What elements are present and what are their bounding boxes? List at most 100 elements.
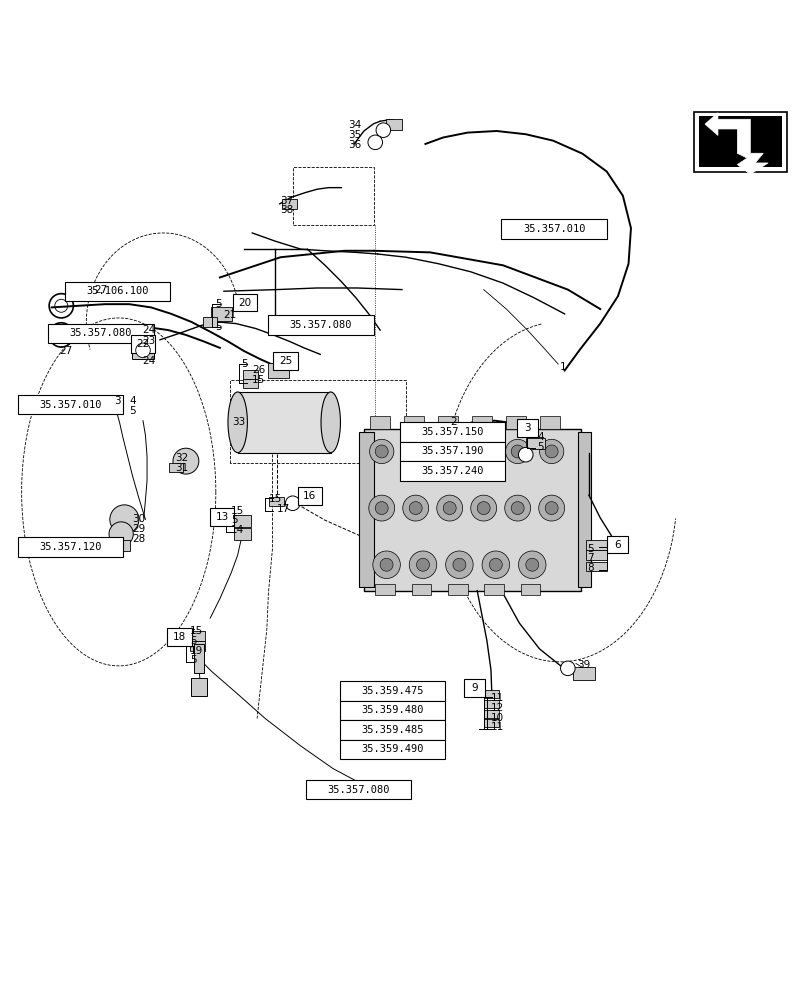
Text: 2: 2 xyxy=(450,417,457,427)
Bar xyxy=(191,678,207,696)
Text: 35.359.475: 35.359.475 xyxy=(361,686,423,696)
Text: 15: 15 xyxy=(252,375,265,385)
Bar xyxy=(190,631,204,641)
Text: 26: 26 xyxy=(252,365,265,375)
Circle shape xyxy=(380,558,393,571)
Bar xyxy=(135,333,152,343)
Bar xyxy=(517,419,537,437)
Bar xyxy=(233,294,257,311)
Text: 17: 17 xyxy=(277,504,290,514)
Text: 34: 34 xyxy=(347,120,361,130)
Text: 24: 24 xyxy=(142,325,155,335)
Text: 35.359.480: 35.359.480 xyxy=(361,705,423,715)
Bar xyxy=(586,562,607,571)
Bar xyxy=(297,487,321,505)
Text: 31: 31 xyxy=(175,463,188,473)
Circle shape xyxy=(409,502,422,515)
Text: 35.357.120: 35.357.120 xyxy=(39,542,101,552)
Text: 5: 5 xyxy=(231,515,238,525)
Circle shape xyxy=(539,439,563,464)
Bar xyxy=(169,463,183,472)
Text: 35.357.010: 35.357.010 xyxy=(39,400,101,410)
Circle shape xyxy=(285,496,299,511)
Circle shape xyxy=(372,551,400,578)
Bar xyxy=(399,422,504,442)
Text: 13: 13 xyxy=(216,512,229,522)
Circle shape xyxy=(504,495,530,521)
Bar xyxy=(577,432,590,587)
Circle shape xyxy=(436,495,462,521)
Circle shape xyxy=(453,558,466,571)
Circle shape xyxy=(109,505,139,534)
Bar xyxy=(525,438,544,449)
Bar xyxy=(132,341,153,359)
Bar xyxy=(18,395,122,414)
Text: 35.357.240: 35.357.240 xyxy=(420,466,483,476)
Text: 11: 11 xyxy=(491,722,504,732)
Text: 16: 16 xyxy=(303,491,316,501)
Text: 27: 27 xyxy=(59,346,73,356)
Bar xyxy=(112,540,130,551)
Bar xyxy=(49,324,153,343)
Ellipse shape xyxy=(320,392,340,453)
Bar xyxy=(399,461,504,481)
Circle shape xyxy=(402,495,428,521)
Bar xyxy=(339,740,444,759)
Text: 32: 32 xyxy=(175,453,188,463)
Circle shape xyxy=(511,502,524,515)
Bar xyxy=(606,536,627,553)
Text: 35: 35 xyxy=(347,130,361,140)
Bar xyxy=(243,379,258,388)
Text: 3: 3 xyxy=(523,423,530,433)
Bar xyxy=(64,282,169,301)
Circle shape xyxy=(482,551,509,578)
Text: 29: 29 xyxy=(132,524,145,534)
Circle shape xyxy=(109,522,133,546)
Text: 22: 22 xyxy=(136,339,149,349)
Bar xyxy=(305,780,410,799)
Bar xyxy=(234,528,251,540)
Circle shape xyxy=(375,502,388,515)
Circle shape xyxy=(505,439,529,464)
Bar xyxy=(269,497,284,506)
Bar xyxy=(268,363,288,378)
Circle shape xyxy=(538,495,564,521)
Bar xyxy=(210,508,234,526)
Text: 5: 5 xyxy=(536,442,543,452)
Bar xyxy=(273,352,297,370)
Circle shape xyxy=(470,495,496,521)
Text: 5: 5 xyxy=(586,544,593,554)
Bar xyxy=(484,690,499,698)
Circle shape xyxy=(525,558,538,571)
Text: 1: 1 xyxy=(559,362,566,372)
Bar xyxy=(18,537,122,557)
Circle shape xyxy=(375,123,390,137)
Circle shape xyxy=(437,439,461,464)
Bar xyxy=(339,681,444,701)
Text: 23: 23 xyxy=(142,336,155,346)
Bar xyxy=(586,540,607,550)
Bar xyxy=(472,416,491,429)
Bar xyxy=(693,112,786,172)
Bar xyxy=(282,199,296,209)
Bar xyxy=(448,584,467,595)
Text: 4: 4 xyxy=(129,396,135,406)
Circle shape xyxy=(445,551,473,578)
Bar xyxy=(438,416,457,429)
Bar xyxy=(358,432,373,587)
Circle shape xyxy=(518,551,545,578)
Bar xyxy=(385,119,401,130)
Text: 24: 24 xyxy=(142,356,155,366)
Bar xyxy=(211,307,232,321)
Text: 9: 9 xyxy=(471,683,478,693)
Bar xyxy=(411,584,431,595)
Text: 6: 6 xyxy=(613,540,620,550)
Text: 33: 33 xyxy=(232,417,245,427)
Circle shape xyxy=(471,439,496,464)
Text: 37: 37 xyxy=(280,196,293,206)
Text: 10: 10 xyxy=(491,713,504,723)
Text: 15: 15 xyxy=(190,626,203,636)
Text: 5: 5 xyxy=(129,406,135,416)
Circle shape xyxy=(560,661,574,676)
Text: 5: 5 xyxy=(215,322,221,332)
